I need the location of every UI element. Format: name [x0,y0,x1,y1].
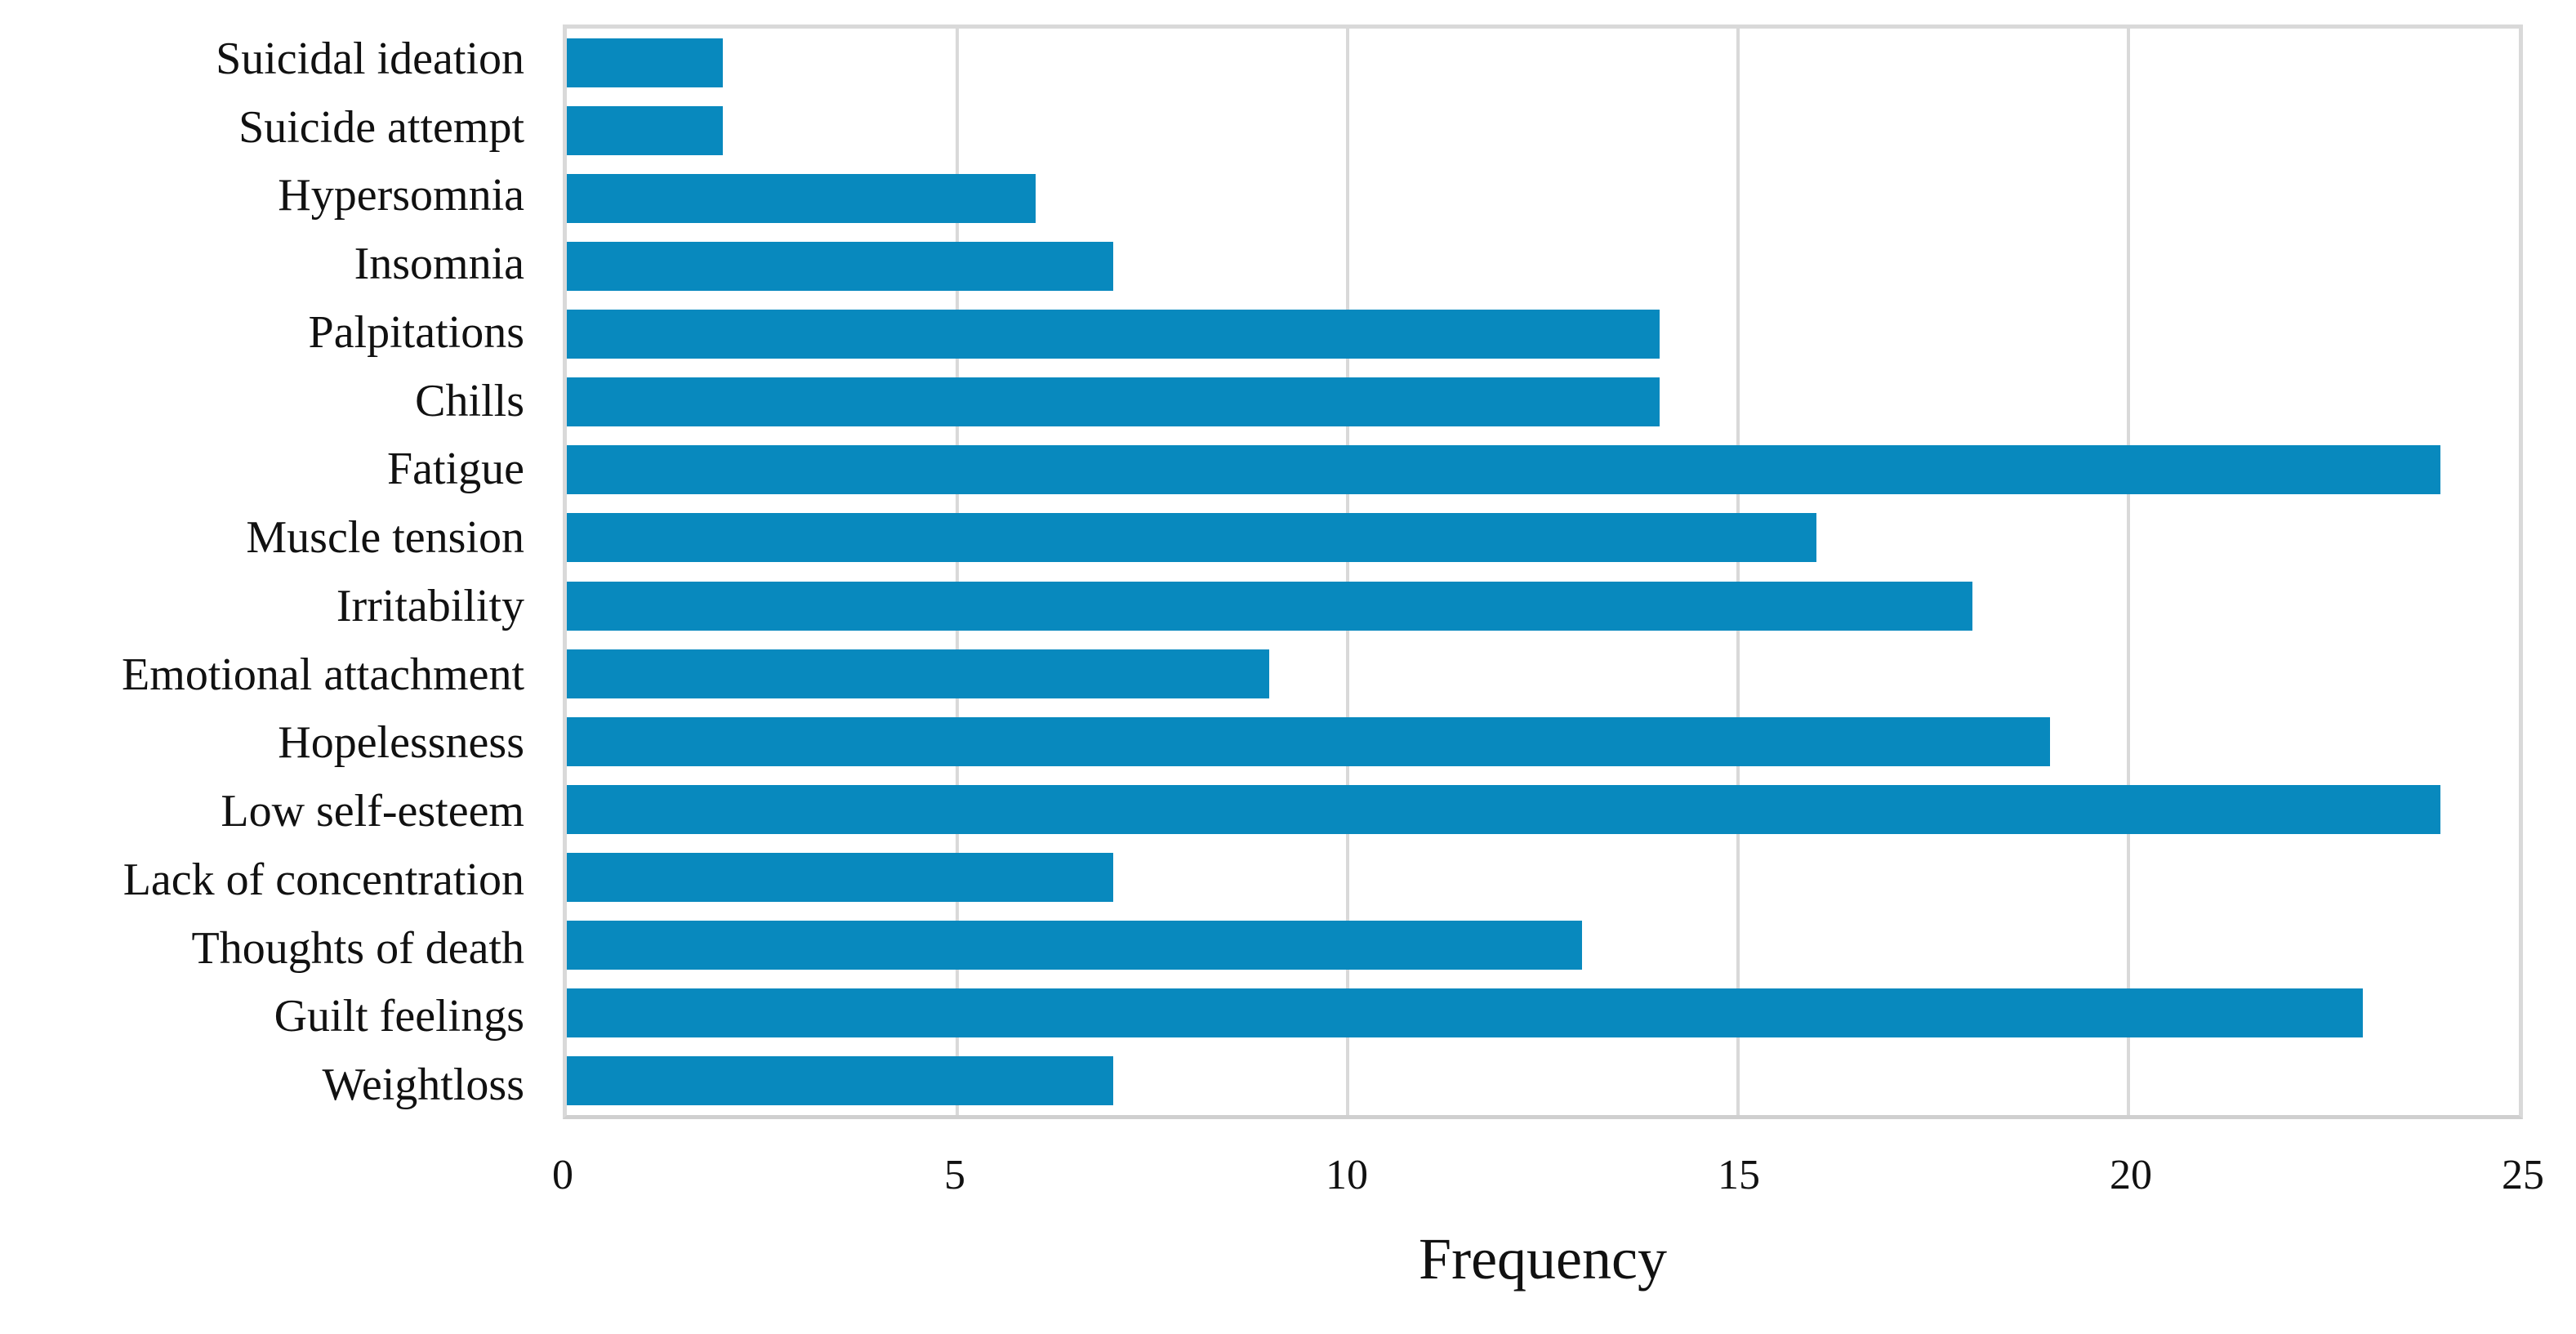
bar-row [567,232,2519,300]
y-axis-label: Weightloss [322,1060,525,1111]
bar-row [567,707,2519,775]
bar-row [567,640,2519,707]
bar-row [567,368,2519,436]
y-axis-label: Lack of concentration [123,854,524,905]
bar-fatigue [567,445,2441,495]
y-axis-label: Irritability [336,580,524,631]
x-tick-label: 15 [1718,1152,1760,1198]
x-tick-label: 5 [944,1152,965,1198]
y-axis-label: Hopelessness [278,717,524,769]
y-axis-label: Emotional attachment [122,649,524,700]
x-axis-title: Frequency [1419,1226,1667,1292]
gridline-5 [956,29,959,1115]
bar-suicide-attempt [567,105,724,155]
y-axis-category-labels: Suicidal ideation Suicide attempt Hypersom… [0,25,524,1119]
y-axis-label: Hypersomnia [278,170,524,221]
bar-muscle-tension [567,513,1816,563]
bar-row [567,301,2519,368]
gridline-15 [1736,29,1740,1115]
bar-row [567,572,2519,640]
bar-irritability [567,581,1972,631]
x-tick-label: 0 [552,1152,573,1198]
y-axis-label: Thoughts of death [191,922,524,974]
bar-row [567,912,2519,979]
x-tick-label: 10 [1326,1152,1368,1198]
bar-chills [567,377,1660,427]
bar-lack-of-concentration [567,853,1114,903]
bar-thoughts-of-death [567,921,1582,970]
bar-row [567,979,2519,1047]
gridline-20 [2127,29,2130,1115]
y-axis-label: Suicidal ideation [216,33,524,84]
bar-insomnia [567,241,1114,291]
plot-area [563,25,2523,1119]
bar-emotional-attachment [567,649,1270,698]
bar-suicidal-ideation [567,38,724,87]
y-axis-label: Guilt feelings [274,991,524,1042]
bar-row [567,29,2519,96]
y-axis-label: Muscle tension [246,512,524,564]
bar-row [567,1047,2519,1115]
y-axis-label: Low self-esteem [221,786,524,837]
y-axis-label: Suicide attempt [238,101,524,153]
bar-row [567,436,2519,504]
y-axis-label: Palpitations [308,306,524,358]
gridline-10 [1346,29,1349,1115]
y-axis-label: Insomnia [354,239,524,290]
bar-row [567,775,2519,843]
bar-row [567,96,2519,164]
x-tick-label: 20 [2110,1152,2152,1198]
y-axis-label: Chills [415,375,524,426]
y-axis-label: Fatigue [387,444,524,495]
bar-weightloss [567,1056,1114,1106]
x-axis-tick-labels: 0 5 10 15 20 25 [552,1150,2544,1216]
bar-guilt-feelings [567,988,2363,1038]
bar-palpitations [567,310,1660,359]
bar-rows [567,29,2519,1115]
bar-hopelessness [567,716,2051,766]
bar-row [567,504,2519,572]
bar-low-self-esteem [567,784,2441,834]
bar-row [567,844,2519,912]
bar-hypersomnia [567,173,1036,223]
x-tick-label: 25 [2502,1152,2544,1198]
bar-row [567,164,2519,232]
